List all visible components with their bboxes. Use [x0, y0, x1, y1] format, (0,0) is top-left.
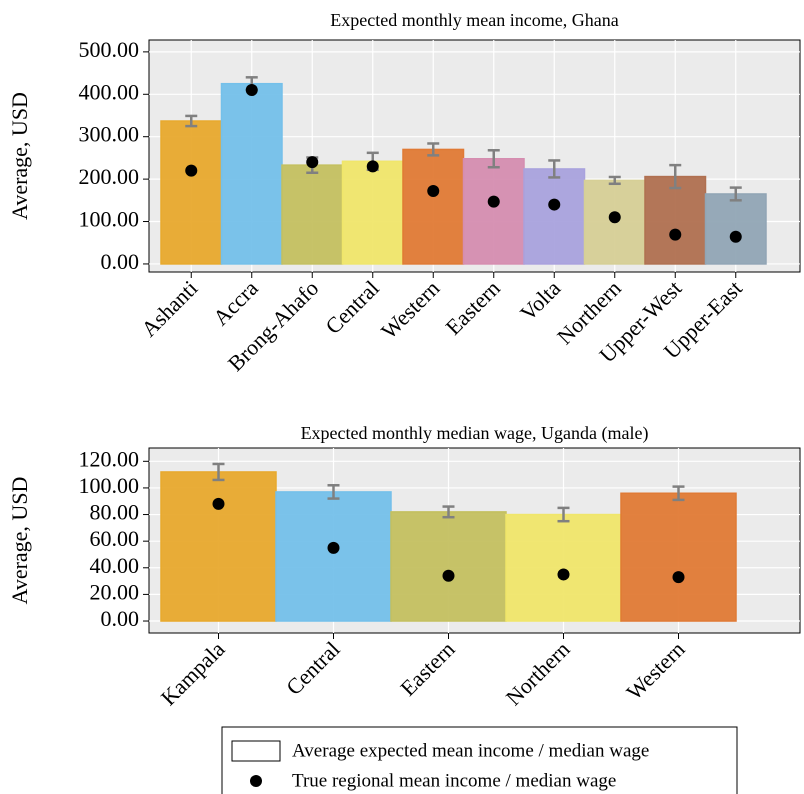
y-tick-label: 60.00 [90, 526, 140, 551]
bar [281, 164, 344, 265]
true-value-dot [729, 230, 742, 243]
y-axis-label: Average, USD [7, 477, 32, 605]
true-value-dot [557, 568, 570, 581]
x-tick-label: Northern [501, 636, 575, 710]
bar [220, 82, 283, 265]
bar [402, 148, 465, 265]
error-bar [427, 142, 440, 157]
chart-title: Expected monthly mean income, Ghana [330, 10, 618, 30]
bar [620, 492, 737, 622]
y-tick-label: 40.00 [90, 553, 140, 578]
true-value-dot [245, 84, 258, 97]
true-value-dot [548, 198, 561, 211]
x-tick-label: Central [281, 636, 344, 699]
y-tick-label: 200.00 [79, 164, 140, 189]
bar [341, 160, 404, 265]
true-value-dot [306, 156, 319, 169]
bar [523, 168, 586, 265]
true-value-dot [366, 160, 379, 173]
legend-label: Average expected mean income / median wa… [292, 740, 649, 761]
y-tick-label: 80.00 [90, 500, 140, 525]
y-tick-label: 20.00 [90, 579, 140, 604]
y-tick-label: 120.00 [79, 446, 140, 471]
error-bar [557, 506, 570, 523]
x-tick-label: Kampala [156, 636, 230, 710]
legend-label: True regional mean income / median wage [292, 770, 616, 791]
bar [160, 471, 277, 622]
error-bar [327, 484, 340, 500]
x-tick-label: Central [320, 275, 383, 338]
error-bar [212, 462, 225, 482]
error-bar [442, 505, 455, 519]
true-value-dot [672, 571, 685, 584]
bar [275, 491, 392, 622]
y-tick-label: 500.00 [79, 37, 140, 62]
true-value-dot [427, 184, 440, 197]
y-tick-label: 0.00 [101, 606, 140, 631]
x-tick-label: Accra [208, 275, 263, 330]
chart-title: Expected monthly median wage, Uganda (ma… [301, 423, 649, 444]
error-bar [185, 114, 198, 128]
y-axis-label: Average, USD [7, 92, 32, 220]
legend-dot-swatch [250, 775, 262, 787]
bar [704, 193, 767, 265]
true-value-dot [442, 569, 455, 582]
y-tick-label: 100.00 [79, 473, 140, 498]
y-tick-label: 0.00 [101, 249, 140, 274]
x-tick-label: Western [621, 636, 689, 704]
x-tick-label: Ashanti [136, 275, 202, 341]
true-value-dot [327, 541, 340, 554]
x-tick-label: Eastern [395, 636, 459, 700]
y-tick-label: 100.00 [79, 207, 140, 232]
x-tick-label: Eastern [441, 275, 505, 339]
x-tick-label: Western [376, 275, 444, 343]
error-bar [487, 149, 500, 169]
bar [644, 175, 707, 265]
true-value-dot [669, 228, 682, 241]
bar [462, 158, 525, 265]
legend-box [221, 726, 738, 794]
x-tick-label: Volta [515, 275, 565, 325]
true-value-dot [212, 497, 225, 510]
y-tick-label: 400.00 [79, 79, 140, 104]
bar [160, 120, 223, 265]
error-bar [729, 186, 742, 202]
error-bar [608, 175, 621, 186]
true-value-dot [185, 164, 198, 177]
true-value-dot [608, 211, 621, 224]
bar [390, 511, 507, 622]
error-bar [672, 485, 685, 502]
legend-bar-swatch [231, 740, 281, 762]
bar [505, 513, 622, 622]
y-tick-label: 300.00 [79, 122, 140, 147]
error-bar [548, 159, 561, 179]
true-value-dot [487, 195, 500, 208]
error-bar [669, 163, 682, 190]
